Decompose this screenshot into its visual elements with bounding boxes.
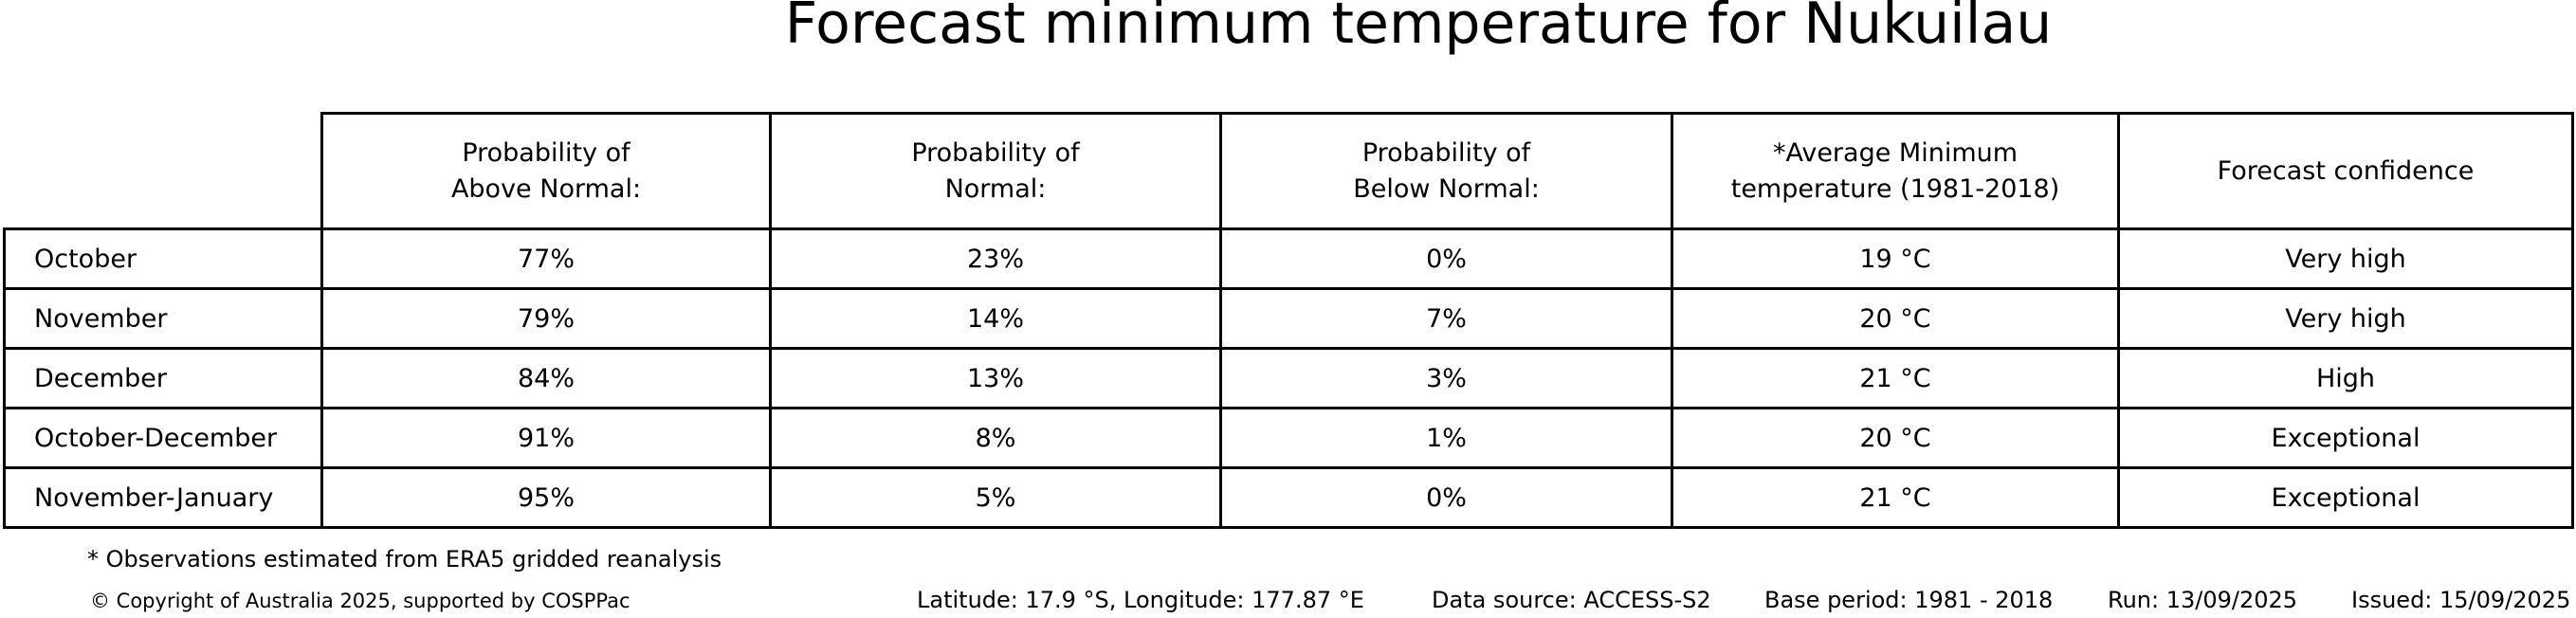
table-header-row: Probability of Above Normal: Probability… (5, 112, 2574, 230)
cell-above-normal: 95% (320, 466, 772, 529)
cell-below-normal: 1% (1219, 407, 1673, 469)
footnote: * Observations estimated from ERA5 gridd… (87, 546, 722, 573)
table-row: October-December 91% 8% 1% 20 °C Excepti… (3, 407, 2574, 469)
cell-period: October (3, 227, 323, 290)
cell-normal: 23% (769, 227, 1222, 290)
cell-confidence: High (2117, 347, 2574, 409)
column-header-normal: Probability of Normal: (769, 112, 1222, 230)
footer-data-source: Data source: ACCESS-S2 (1432, 587, 1711, 613)
column-header-below-normal: Probability of Below Normal: (1219, 112, 1673, 230)
cell-below-normal: 7% (1219, 287, 1673, 350)
cell-average-minimum: 21 °C (1671, 466, 2120, 529)
cell-average-minimum: 20 °C (1671, 287, 2120, 350)
cell-normal: 14% (769, 287, 1222, 350)
column-header-confidence: Forecast confidence (2117, 112, 2574, 230)
footer-copyright: © Copyright of Australia 2025, supported… (90, 590, 630, 612)
footer-run-date: Run: 13/09/2025 (2108, 587, 2298, 613)
cell-period: November (3, 287, 323, 350)
table-row: October 77% 23% 0% 19 °C Very high (3, 227, 2574, 290)
footer-base-period: Base period: 1981 - 2018 (1764, 587, 2054, 613)
cell-confidence: Very high (2117, 287, 2574, 350)
column-header-above-normal: Probability of Above Normal: (320, 112, 772, 230)
footer-location: Latitude: 17.9 °S, Longitude: 177.87 °E (917, 587, 1364, 613)
cell-confidence: Exceptional (2117, 466, 2574, 529)
cell-normal: 5% (769, 466, 1222, 529)
header-blank-cell (5, 114, 322, 229)
cell-period: December (3, 347, 323, 409)
cell-confidence: Exceptional (2117, 407, 2574, 469)
forecast-table: Probability of Above Normal: Probability… (3, 112, 2574, 529)
column-header-average-minimum: *Average Minimum temperature (1981-2018) (1671, 112, 2120, 230)
cell-above-normal: 84% (320, 347, 772, 409)
cell-average-minimum: 19 °C (1671, 227, 2120, 290)
cell-period: November-January (3, 466, 323, 529)
cell-above-normal: 79% (320, 287, 772, 350)
cell-above-normal: 91% (320, 407, 772, 469)
table-row: November 79% 14% 7% 20 °C Very high (3, 287, 2574, 350)
footer-issued-date: Issued: 15/09/2025 (2351, 587, 2571, 613)
cell-confidence: Very high (2117, 227, 2574, 290)
cell-average-minimum: 20 °C (1671, 407, 2120, 469)
cell-normal: 13% (769, 347, 1222, 409)
cell-normal: 8% (769, 407, 1222, 469)
cell-average-minimum: 21 °C (1671, 347, 2120, 409)
cell-above-normal: 77% (320, 227, 772, 290)
table-row: December 84% 13% 3% 21 °C High (3, 347, 2574, 409)
page-title: Forecast minimum temperature for Nukuila… (784, 0, 2053, 57)
cell-below-normal: 3% (1219, 347, 1673, 409)
cell-period: October-December (3, 407, 323, 469)
cell-below-normal: 0% (1219, 227, 1673, 290)
cell-below-normal: 0% (1219, 466, 1673, 529)
table-row: November-January 95% 5% 0% 21 °C Excepti… (3, 466, 2574, 529)
